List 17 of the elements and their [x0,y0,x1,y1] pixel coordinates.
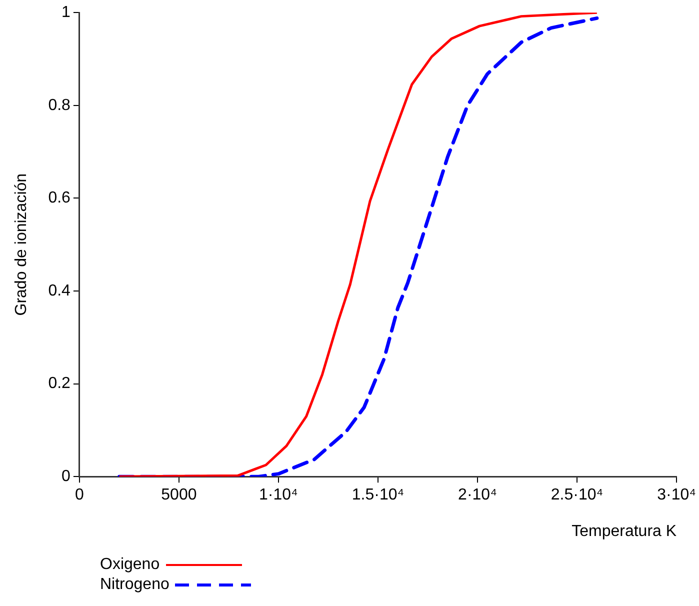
legend-label: Nitrogeno [100,576,170,594]
x-tick-label: 2.5·10⁴ [550,486,604,504]
x-tick-label: 5000 [161,486,197,504]
x-tick-label: 1.5·10⁴ [352,486,404,504]
y-axis-title: Grado de ionización [13,173,30,316]
y-tick-label: 1 [62,4,71,22]
y-tick-label: 0.6 [48,190,71,207]
y-tick-label: 0.8 [48,96,71,114]
y-tick-label: 0.4 [48,282,71,300]
y-tick-label: 0 [62,468,71,486]
x-tick-label: 3·10⁴ [657,486,696,504]
x-axis-title: Temperatura K [572,522,677,540]
legend-label: Oxigeno [100,556,160,574]
x-tick-label: 1·10⁴ [259,486,298,504]
x-tick-label: 0 [74,486,84,504]
x-tick-label: 2·10⁴ [458,486,498,504]
y-tick-label: 0.2 [48,375,71,392]
